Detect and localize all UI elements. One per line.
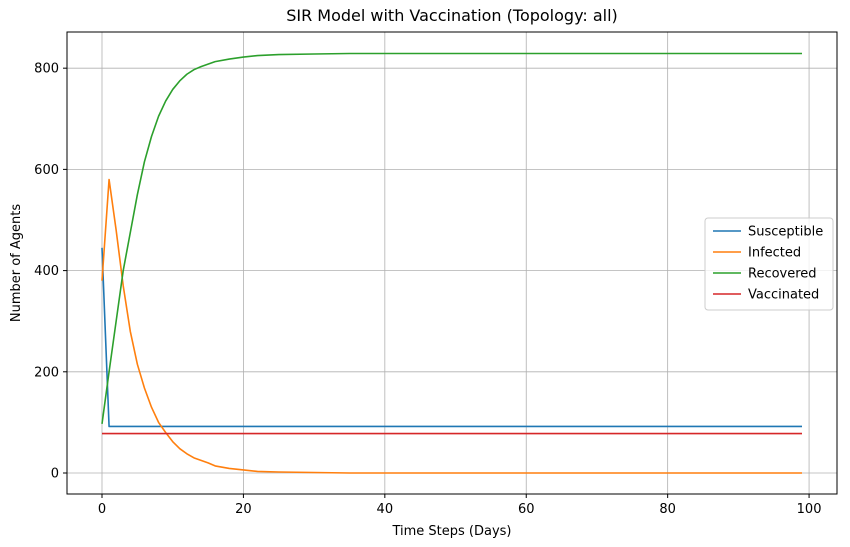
plot-area-frame: [66, 31, 838, 495]
axis-ticks: 0 20 40 60 80 100 0 200 400 600 800: [34, 62, 821, 517]
y-axis-label: Number of Agents: [9, 204, 24, 322]
chart-title: SIR Model with Vaccination (Topology: al…: [286, 6, 618, 25]
y-tick-label: 0: [51, 467, 59, 482]
legend: Susceptible Infected Recovered Vaccinated: [704, 217, 834, 311]
legend-label-vaccinated: Vaccinated: [748, 288, 819, 303]
series-line-susceptible: [101, 247, 802, 428]
y-tick-label: 800: [34, 62, 59, 77]
legend-label-recovered: Recovered: [748, 267, 817, 282]
x-tick-label: 20: [235, 502, 252, 517]
series-line-recovered: [101, 52, 802, 425]
x-tick-label: 80: [659, 502, 676, 517]
x-axis-label: Time Steps (Days): [391, 524, 511, 539]
y-tick-label: 200: [34, 365, 59, 380]
x-tick-label: 60: [518, 502, 535, 517]
legend-label-susceptible: Susceptible: [748, 225, 823, 240]
x-tick-label: 40: [377, 502, 394, 517]
series-line-infected: [101, 178, 802, 474]
y-tick-label: 400: [34, 264, 59, 279]
series-lines: [101, 52, 802, 474]
y-tick-label: 600: [34, 163, 59, 178]
x-tick-label: 0: [98, 502, 106, 517]
x-tick-label: 100: [797, 502, 822, 517]
legend-label-infected: Infected: [748, 246, 801, 261]
legend-box: [704, 217, 834, 311]
